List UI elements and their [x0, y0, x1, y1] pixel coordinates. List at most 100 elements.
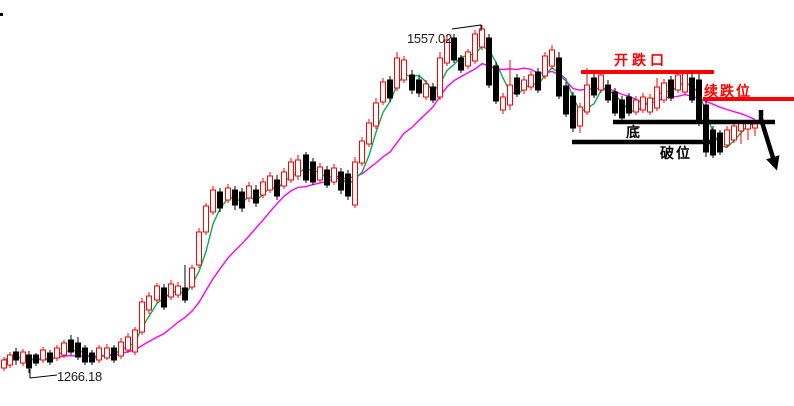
candle [458, 55, 464, 73]
candle [430, 83, 436, 103]
candle [444, 35, 450, 66]
candle [626, 93, 632, 116]
candle [246, 182, 252, 202]
low-price-callout [29, 369, 58, 379]
candle [549, 45, 555, 69]
candle [303, 152, 309, 183]
candle [338, 168, 344, 194]
continue-fall-label: 续跌位 [704, 83, 752, 99]
candle [20, 349, 26, 366]
candle [401, 56, 407, 83]
candle [416, 76, 422, 97]
candle [182, 265, 188, 303]
candle [689, 74, 695, 103]
candle [661, 79, 667, 103]
candle [225, 184, 231, 203]
candle [556, 52, 562, 99]
candle [577, 103, 583, 133]
candle [75, 337, 81, 360]
candle [500, 93, 506, 114]
candle [13, 348, 19, 365]
edge-mark [0, 13, 3, 16]
candle [612, 88, 618, 116]
candle [111, 345, 117, 363]
candle [1, 357, 7, 371]
candle [409, 70, 415, 94]
ma-fast-line [3, 45, 756, 362]
candle [605, 80, 611, 103]
candle [210, 186, 216, 215]
candle [125, 333, 131, 353]
candle [696, 72, 702, 126]
candle [521, 76, 527, 94]
candle [40, 347, 46, 363]
candle [132, 327, 138, 355]
candle [465, 49, 471, 69]
candle [189, 265, 195, 290]
breakdown-label: 破位 [660, 145, 692, 161]
candle [542, 52, 548, 79]
down-arrow [758, 110, 780, 171]
candle [507, 60, 513, 110]
candle [654, 78, 660, 111]
high-price-label: 1557.02 [407, 31, 452, 46]
candle [295, 155, 301, 180]
candle [563, 82, 569, 117]
candle [310, 158, 316, 185]
candle [647, 94, 653, 115]
candle [139, 298, 145, 335]
candle [253, 185, 259, 207]
candle [514, 74, 520, 97]
candle [196, 228, 202, 268]
candle [281, 168, 287, 189]
candle [161, 284, 167, 310]
candle [217, 188, 223, 212]
candle [154, 283, 160, 303]
candle [366, 119, 372, 147]
candle [104, 344, 110, 360]
candle [717, 130, 723, 155]
candle [633, 96, 639, 115]
candle [345, 170, 351, 200]
candle [619, 96, 625, 121]
candle [168, 280, 174, 300]
candle [703, 100, 709, 157]
candle [668, 76, 674, 101]
gap-open-label: 开跌口 [614, 52, 668, 68]
candle [437, 52, 443, 100]
candle [331, 164, 337, 185]
candle [380, 78, 386, 105]
candle [89, 350, 95, 365]
candle [373, 98, 379, 129]
candle [591, 74, 597, 98]
bottom-label: 底 [626, 124, 642, 140]
low-price-label: 1266.18 [57, 369, 102, 384]
candle [68, 335, 74, 355]
candle [203, 203, 209, 235]
candle [493, 62, 499, 104]
candle [472, 30, 478, 64]
candle [598, 71, 604, 93]
candle [584, 68, 590, 115]
candle [352, 157, 358, 208]
candle [640, 93, 646, 113]
candle [33, 353, 39, 366]
candle [486, 34, 492, 88]
candle [317, 163, 323, 183]
candle [146, 292, 152, 314]
candle [394, 52, 400, 91]
candle [7, 352, 13, 368]
candle [274, 175, 280, 200]
candle [451, 34, 457, 63]
candle [118, 338, 124, 359]
candle [423, 80, 429, 100]
candle [324, 166, 330, 188]
candle [479, 25, 485, 50]
candle [288, 158, 294, 183]
candle [96, 345, 102, 363]
candle [260, 178, 266, 198]
candle [26, 351, 32, 373]
candle [535, 68, 541, 93]
